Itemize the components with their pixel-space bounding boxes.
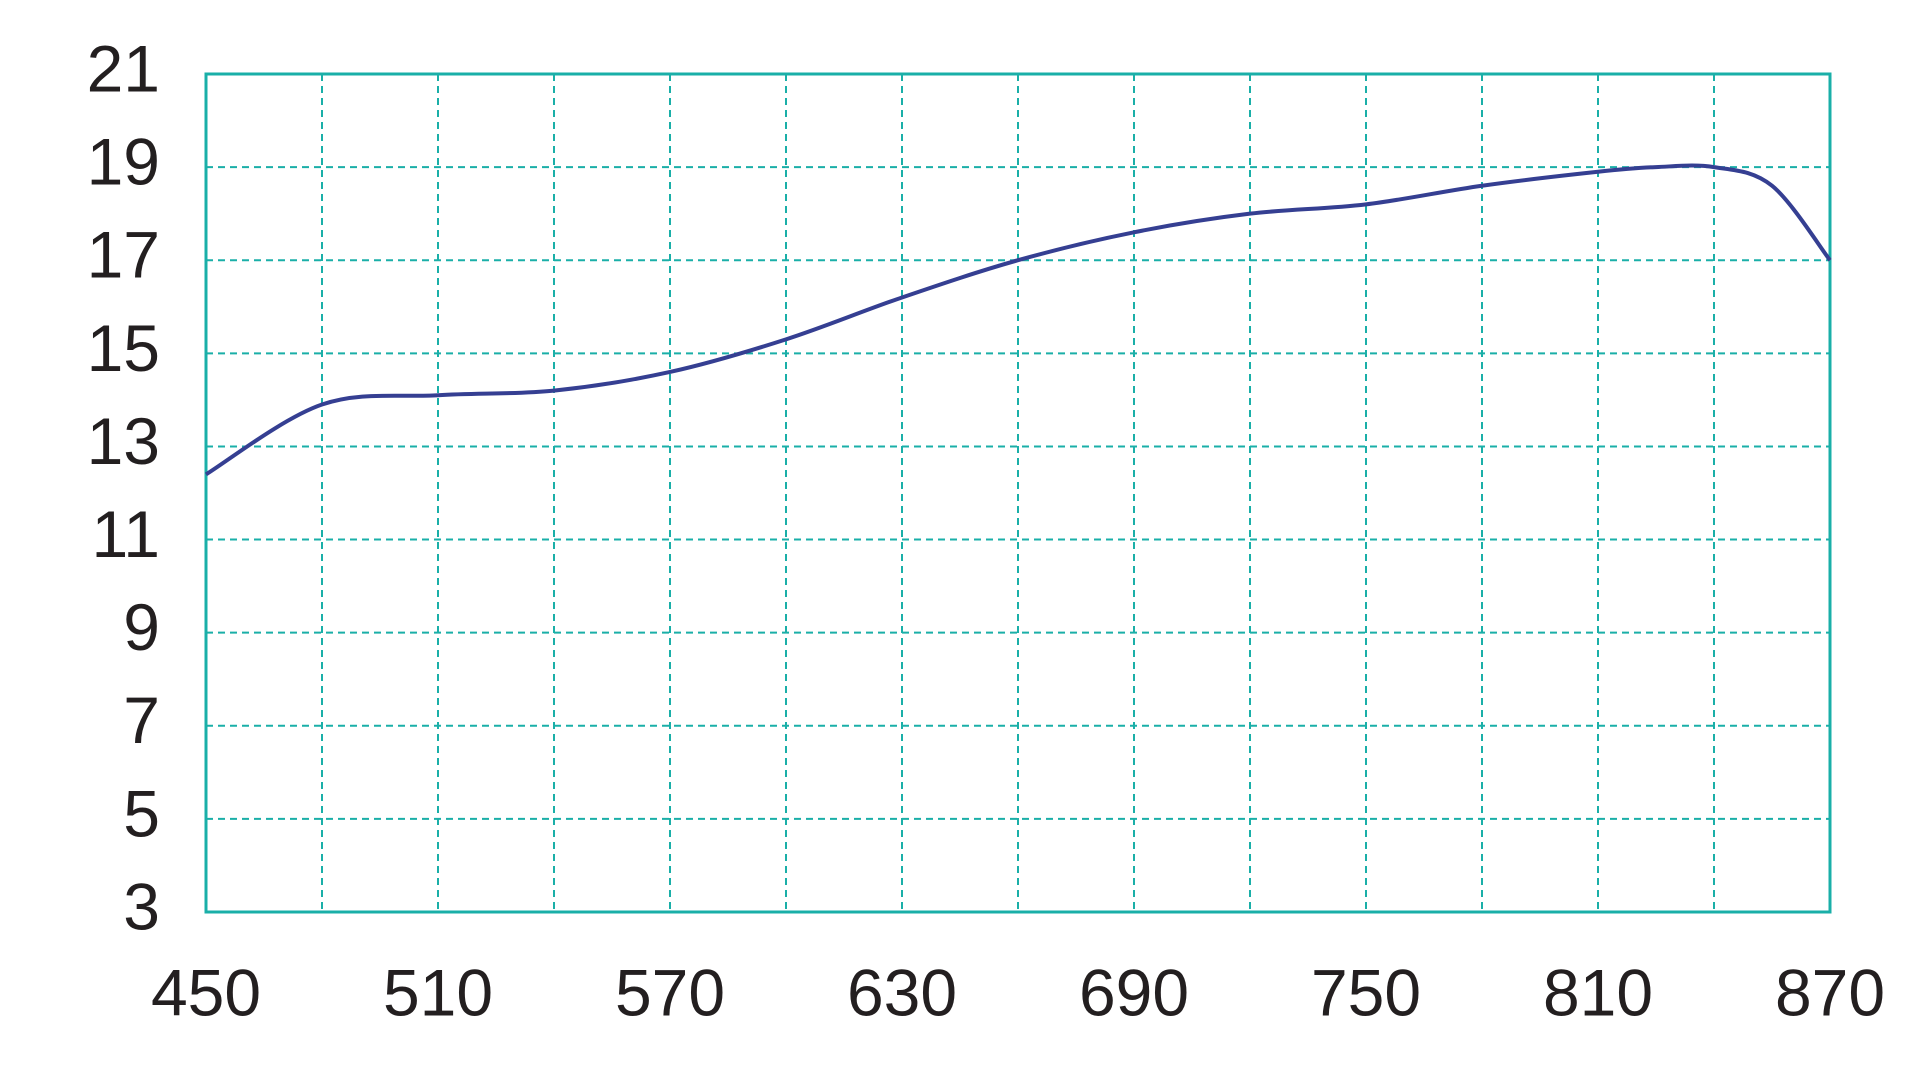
y-tick-label: 5 bbox=[123, 776, 160, 850]
y-tick-label: 17 bbox=[87, 218, 160, 292]
x-tick-label: 750 bbox=[1311, 955, 1421, 1029]
x-tick-label: 570 bbox=[615, 955, 725, 1029]
y-tick-label: 13 bbox=[87, 404, 160, 478]
y-tick-label: 15 bbox=[87, 311, 160, 385]
x-tick-label: 510 bbox=[383, 955, 493, 1029]
x-tick-label: 870 bbox=[1775, 955, 1885, 1029]
plot-frame bbox=[204, 72, 1832, 914]
x-tick-label: 690 bbox=[1079, 955, 1189, 1029]
y-tick-label: 21 bbox=[87, 31, 160, 105]
x-tick-label: 450 bbox=[151, 955, 261, 1029]
data-line bbox=[204, 163, 1832, 477]
y-tick-label: 3 bbox=[123, 869, 160, 943]
x-tick-label: 630 bbox=[847, 955, 957, 1029]
y-tick-label: 9 bbox=[123, 590, 160, 664]
y-tick-label: 11 bbox=[91, 497, 160, 571]
y-tick-label: 7 bbox=[123, 683, 160, 757]
x-tick-label: 810 bbox=[1543, 955, 1653, 1029]
y-tick-label: 19 bbox=[87, 125, 160, 199]
